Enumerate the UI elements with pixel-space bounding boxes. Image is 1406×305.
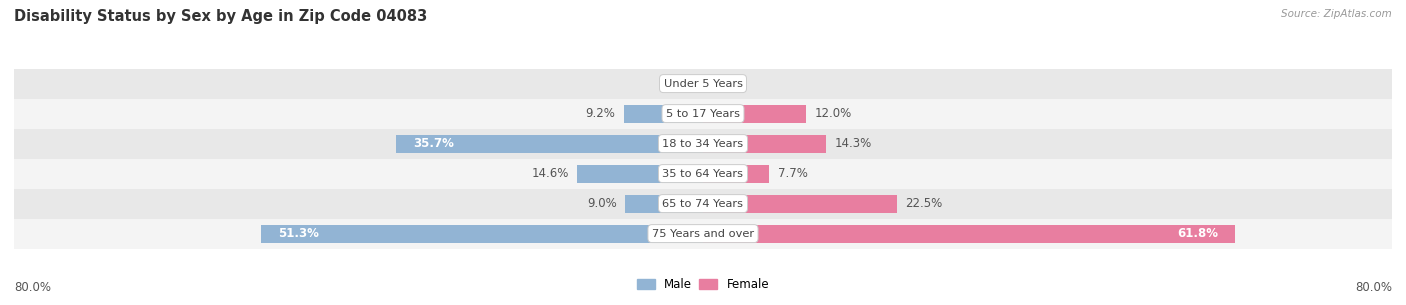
Bar xyxy=(14,159,1392,188)
Text: 9.0%: 9.0% xyxy=(588,197,617,210)
Bar xyxy=(578,165,703,183)
Text: 7.7%: 7.7% xyxy=(778,167,808,180)
Text: 14.3%: 14.3% xyxy=(835,137,872,150)
Text: 61.8%: 61.8% xyxy=(1177,227,1218,240)
Text: 65 to 74 Years: 65 to 74 Years xyxy=(662,199,744,209)
Bar xyxy=(703,135,827,152)
Text: 0.0%: 0.0% xyxy=(711,77,741,90)
Text: 0.0%: 0.0% xyxy=(665,77,695,90)
Text: 22.5%: 22.5% xyxy=(905,197,942,210)
Bar xyxy=(626,195,703,213)
Bar xyxy=(14,69,1392,99)
Bar xyxy=(14,219,1392,249)
Bar xyxy=(395,135,703,152)
Text: 9.2%: 9.2% xyxy=(585,107,616,120)
Bar xyxy=(14,99,1392,129)
Text: 14.6%: 14.6% xyxy=(531,167,568,180)
Text: 35 to 64 Years: 35 to 64 Years xyxy=(662,169,744,179)
Bar xyxy=(14,188,1392,219)
Text: 75 Years and over: 75 Years and over xyxy=(652,229,754,239)
Bar xyxy=(624,105,703,123)
Legend: Male, Female: Male, Female xyxy=(637,278,769,291)
Text: 80.0%: 80.0% xyxy=(1355,281,1392,294)
Text: Under 5 Years: Under 5 Years xyxy=(664,79,742,88)
Bar xyxy=(703,195,897,213)
Bar xyxy=(703,224,1236,242)
Bar xyxy=(703,165,769,183)
Text: 5 to 17 Years: 5 to 17 Years xyxy=(666,109,740,119)
Text: 18 to 34 Years: 18 to 34 Years xyxy=(662,138,744,149)
Text: Disability Status by Sex by Age in Zip Code 04083: Disability Status by Sex by Age in Zip C… xyxy=(14,9,427,24)
Text: 80.0%: 80.0% xyxy=(14,281,51,294)
Bar xyxy=(262,224,703,242)
Bar xyxy=(703,105,807,123)
Text: 35.7%: 35.7% xyxy=(413,137,454,150)
Text: 51.3%: 51.3% xyxy=(278,227,319,240)
Text: Source: ZipAtlas.com: Source: ZipAtlas.com xyxy=(1281,9,1392,19)
Bar xyxy=(14,129,1392,159)
Text: 12.0%: 12.0% xyxy=(815,107,852,120)
